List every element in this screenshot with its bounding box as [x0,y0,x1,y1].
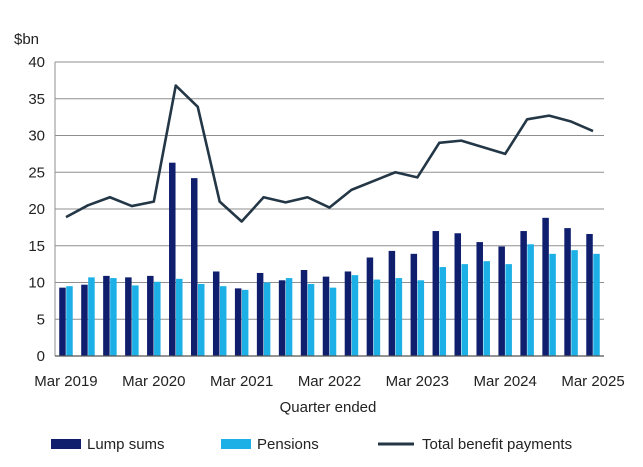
pensions-bar [593,253,600,356]
pensions-bar [571,250,578,356]
lump-sums-bar [147,275,154,356]
pensions-bar [285,278,293,356]
x-tick-label: Mar 2022 [298,373,361,390]
pensions-bar [461,264,469,356]
pensions-bar [373,279,381,356]
pensions-bar [110,278,117,356]
pensions-bar [483,261,490,356]
y-tick-label: 40 [28,54,45,71]
lump-sums-bar [586,233,593,356]
y-tick-label: 35 [28,91,45,108]
lump-sums-bar [190,178,198,356]
y-tick-label: 20 [28,201,45,218]
pensions-bar [263,282,271,356]
lump-sums-bar [476,242,483,356]
lump-sums-bar [564,228,571,356]
lump-sums-bar [278,280,286,356]
y-tick-label: 15 [28,238,45,255]
lump-sums-bar [103,275,110,356]
lump-sums-bar [388,250,396,356]
y-tick-label: 0 [37,348,45,365]
axes: 0 5 10 15 20 25 30 35 40 Mar 2019 Mar 2020 Mar 2021… [28,54,624,390]
pensions-bar [66,286,73,356]
y-tick-label: 10 [28,275,45,292]
x-tick-label: Mar 2019 [34,373,97,390]
pensions-bar [505,264,512,356]
lump-sums-bar [498,246,505,356]
lump-sums-bar [322,276,330,356]
pensions-bar [329,287,337,356]
pensions-bar [197,283,205,356]
y-tick-label: 5 [37,311,45,328]
x-axis-title: Quarter ended [280,399,377,416]
lump-sums-bar [410,253,418,356]
legend-pensions-swatch [221,439,251,449]
pensions-bar [307,283,315,356]
lump-sums-bar [344,271,352,356]
pensions-bar [549,253,556,356]
pensions-bar [132,285,139,356]
x-tick-label: Mar 2024 [473,373,536,390]
pensions-bar [176,278,183,356]
pensions-bar [395,278,403,356]
legend-lump-sums-label: Lump sums [87,436,165,453]
lump-sums-bar [300,270,308,356]
pensions-bar [417,280,425,356]
lump-sums-bar [256,272,264,356]
pensions-bar [351,275,359,356]
y-axis-title: $bn [14,31,39,48]
pensions-bar [439,267,447,356]
y-tick-label: 25 [28,164,45,181]
legend: Lump sums Pensions Total benefit payments [51,436,572,453]
grid-lines [55,61,604,320]
lump-sums-bar [520,231,527,356]
line-series [65,84,594,223]
lump-sums-bar [81,284,88,356]
x-tick-label: Mar 2025 [561,373,624,390]
lump-sums-bar [125,277,132,356]
legend-lump-sums-swatch [51,439,81,449]
pensions-bar [527,244,534,356]
lump-sums-bar [432,231,440,356]
pensions-bar [241,289,249,356]
lump-sums-bar [454,233,462,356]
x-tick-label: Mar 2023 [386,373,449,390]
pensions-bar [88,277,95,356]
lump-sums-bar [59,287,66,356]
pensions-bar [154,281,161,356]
x-tick-label: Mar 2020 [122,373,185,390]
lump-sums-bar [212,271,220,356]
legend-pensions-label: Pensions [257,436,319,453]
x-tick-label: Mar 2021 [210,373,273,390]
lump-sums-bar [234,288,242,356]
lump-sums-bar [169,162,176,356]
lump-sums-bar [366,257,374,356]
lump-sums-bar [542,217,549,356]
total-benefit-payments-line [65,84,594,223]
bar-series [59,162,600,356]
legend-total-benefit-payments-label: Total benefit payments [422,436,572,453]
pensions-bar [219,286,227,356]
y-tick-label: 30 [28,128,45,145]
